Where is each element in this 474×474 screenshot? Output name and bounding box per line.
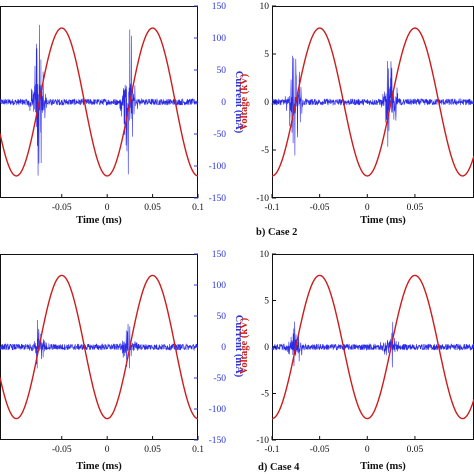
x-tick-label: 0.1	[192, 203, 204, 213]
voltage-series	[0, 274, 199, 420]
x-axis-title: Time (ms)	[360, 215, 406, 226]
x-tick-label: 0	[105, 203, 110, 213]
y-tick-label-right: -100	[209, 405, 227, 415]
x-tick-label: 0.05	[407, 445, 424, 455]
x-axis-title: Time (ms)	[76, 461, 122, 472]
plot-area	[0, 6, 199, 198]
x-tick-label: -0.05	[52, 445, 72, 455]
x-tick-label: 0.05	[407, 203, 424, 213]
plot-area	[271, 254, 474, 440]
y-tick-label-left: 0	[264, 98, 269, 108]
y-tick-label-left: -5	[261, 390, 269, 400]
tick-group: -0.1 -0.05 0 0.05 10 5 0 -5 -10	[256, 2, 423, 213]
y-axis-title-right: Current (mA)	[233, 315, 244, 378]
x-tick-label: 0	[105, 445, 110, 455]
y-tick-label-left: 0	[264, 343, 269, 353]
x-tick-label: -0.05	[310, 445, 330, 455]
panel-caption: d) Case 4	[258, 462, 300, 473]
panel-top-left: -0.05 0 0.05 0.1 150 100 50 0 -50 -100 -150 Time (…	[0, 2, 244, 226]
y-tick-label-right: 50	[217, 66, 227, 76]
current-series	[271, 55, 474, 156]
current-series	[0, 320, 199, 369]
x-tick-label: -0.1	[264, 203, 279, 213]
y-axis-title-left: Voltage (kV)	[239, 317, 250, 374]
voltage-series	[271, 274, 474, 420]
x-tick-label: -0.1	[264, 445, 279, 455]
panel-caption: b) Case 2	[256, 227, 297, 238]
plot-area	[271, 6, 474, 198]
y-tick-label-left: -10	[256, 436, 269, 446]
plot-area	[0, 254, 199, 440]
panel-bottom-right: -0.1 -0.05 0 0.05 10 5 0 -5 -10 Time (ms) Voltag…	[239, 250, 474, 473]
y-axis-title-right: Current (mA)	[233, 71, 244, 134]
voltage-series	[0, 27, 199, 177]
x-tick-label: 0	[365, 445, 370, 455]
y-tick-label-right: 0	[221, 343, 226, 353]
y-tick-label-left: 10	[260, 250, 270, 260]
y-tick-label-left: 5	[264, 297, 269, 307]
x-tick-label: -0.05	[52, 203, 72, 213]
y-tick-label-right: 150	[212, 2, 227, 12]
y-tick-label-right: -50	[213, 130, 226, 140]
x-tick-label: 0	[365, 203, 370, 213]
y-axis-title-left: Voltage (kV)	[239, 73, 250, 130]
tick-group: -0.1 -0.05 0 0.05 10 5 0 -5 -10	[256, 250, 423, 455]
y-tick-label-right: -150	[209, 194, 227, 204]
x-tick-label: 0.05	[144, 203, 161, 213]
y-tick-label-right: 50	[217, 312, 227, 322]
y-tick-label-right: 100	[212, 34, 227, 44]
y-tick-label-right: 0	[221, 98, 226, 108]
y-tick-label-right: 150	[212, 250, 227, 260]
x-axis-title: Time (ms)	[76, 215, 122, 226]
x-tick-label: 0.1	[192, 445, 204, 455]
y-tick-label-right: -50	[213, 374, 226, 384]
x-tick-label: -0.05	[310, 203, 330, 213]
tick-group: -0.05 0 0.05 0.1 150 100 50 0 -50 -100 -150	[52, 2, 226, 213]
y-tick-label-left: 10	[260, 2, 270, 12]
y-tick-label-left: -5	[261, 146, 269, 156]
y-tick-label-right: 100	[212, 281, 227, 291]
current-series	[271, 321, 474, 368]
voltage-series	[271, 27, 474, 177]
current-series	[0, 24, 199, 176]
y-tick-label-right: -100	[209, 162, 227, 172]
y-tick-label-right: -150	[209, 436, 227, 446]
panel-bottom-left: -0.05 0 0.05 0.1 150 100 50 0 -50 -100 -150 Time (…	[0, 250, 244, 472]
panel-top-right: -0.1 -0.05 0 0.05 10 5 0 -5 -10 Time (ms) Voltag…	[239, 2, 474, 238]
tick-group: -0.05 0 0.05 0.1 150 100 50 0 -50 -100 -150	[52, 250, 226, 455]
y-tick-label-left: 5	[264, 50, 269, 60]
y-tick-label-left: -10	[256, 194, 269, 204]
x-tick-label: 0.05	[144, 445, 161, 455]
x-axis-title: Time (ms)	[360, 461, 406, 472]
